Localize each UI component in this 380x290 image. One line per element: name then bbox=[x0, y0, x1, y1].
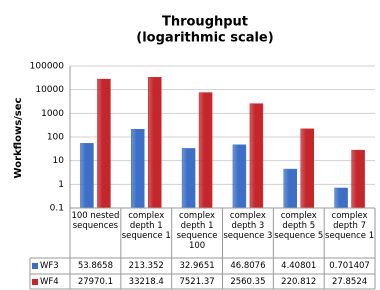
table-value: 213.352 bbox=[128, 261, 164, 271]
legend-swatch bbox=[32, 279, 38, 285]
y-tick-label: 1000 bbox=[41, 109, 64, 119]
table-value: 4.40801 bbox=[281, 261, 317, 271]
bar bbox=[334, 187, 348, 209]
y-tick-label: 100 bbox=[47, 133, 64, 143]
bar bbox=[249, 103, 264, 209]
table-value: 7521.37 bbox=[179, 277, 215, 287]
legend-entry: WF4 bbox=[30, 274, 72, 290]
legend-label: WF4 bbox=[40, 277, 59, 287]
bar bbox=[181, 148, 196, 209]
category-label: complex depth 3 sequence 3 bbox=[223, 211, 273, 241]
category-label: complex depth 1 sequence 100 bbox=[176, 211, 218, 251]
bar bbox=[148, 77, 162, 209]
bar bbox=[351, 149, 365, 209]
legend-swatch bbox=[32, 263, 38, 269]
category-label: 100 nested sequences bbox=[71, 211, 120, 231]
legend-label: WF3 bbox=[40, 261, 59, 271]
table-value: 27970.1 bbox=[77, 277, 113, 287]
chart-subtitle: (logarithmic scale) bbox=[136, 31, 273, 46]
bar bbox=[198, 92, 213, 209]
table-value: 2560.35 bbox=[230, 277, 266, 287]
category-label: complex depth 1 sequence 1 bbox=[121, 211, 171, 241]
table-value: 53.8658 bbox=[77, 261, 113, 271]
y-tick-label: 1 bbox=[58, 180, 64, 190]
legend-entry: WF3 bbox=[30, 258, 72, 274]
y-tick-label: 100000 bbox=[30, 62, 65, 72]
bar bbox=[80, 143, 94, 209]
bar bbox=[97, 78, 111, 209]
table-value: 33218.4 bbox=[128, 277, 164, 287]
y-tick-label: 0.1 bbox=[50, 204, 64, 214]
category-label: complex depth 5 sequence 5 bbox=[274, 211, 324, 241]
bar bbox=[300, 128, 314, 209]
y-axis-label: Workflows/sec bbox=[13, 97, 24, 178]
table-value: 0.701407 bbox=[329, 261, 370, 271]
bar bbox=[283, 168, 297, 209]
bar bbox=[232, 144, 247, 209]
category-label: complex depth 7 sequence 1 bbox=[325, 211, 375, 241]
y-tick-label: 10 bbox=[53, 156, 65, 166]
bar bbox=[131, 128, 145, 209]
chart-title: Throughput bbox=[162, 15, 248, 30]
table-value: 46.8076 bbox=[230, 261, 266, 271]
table-value: 32.9651 bbox=[179, 261, 215, 271]
y-tick-label: 10000 bbox=[35, 85, 64, 95]
table-value: 27.8524 bbox=[331, 277, 368, 287]
table-value: 220.812 bbox=[281, 277, 317, 287]
